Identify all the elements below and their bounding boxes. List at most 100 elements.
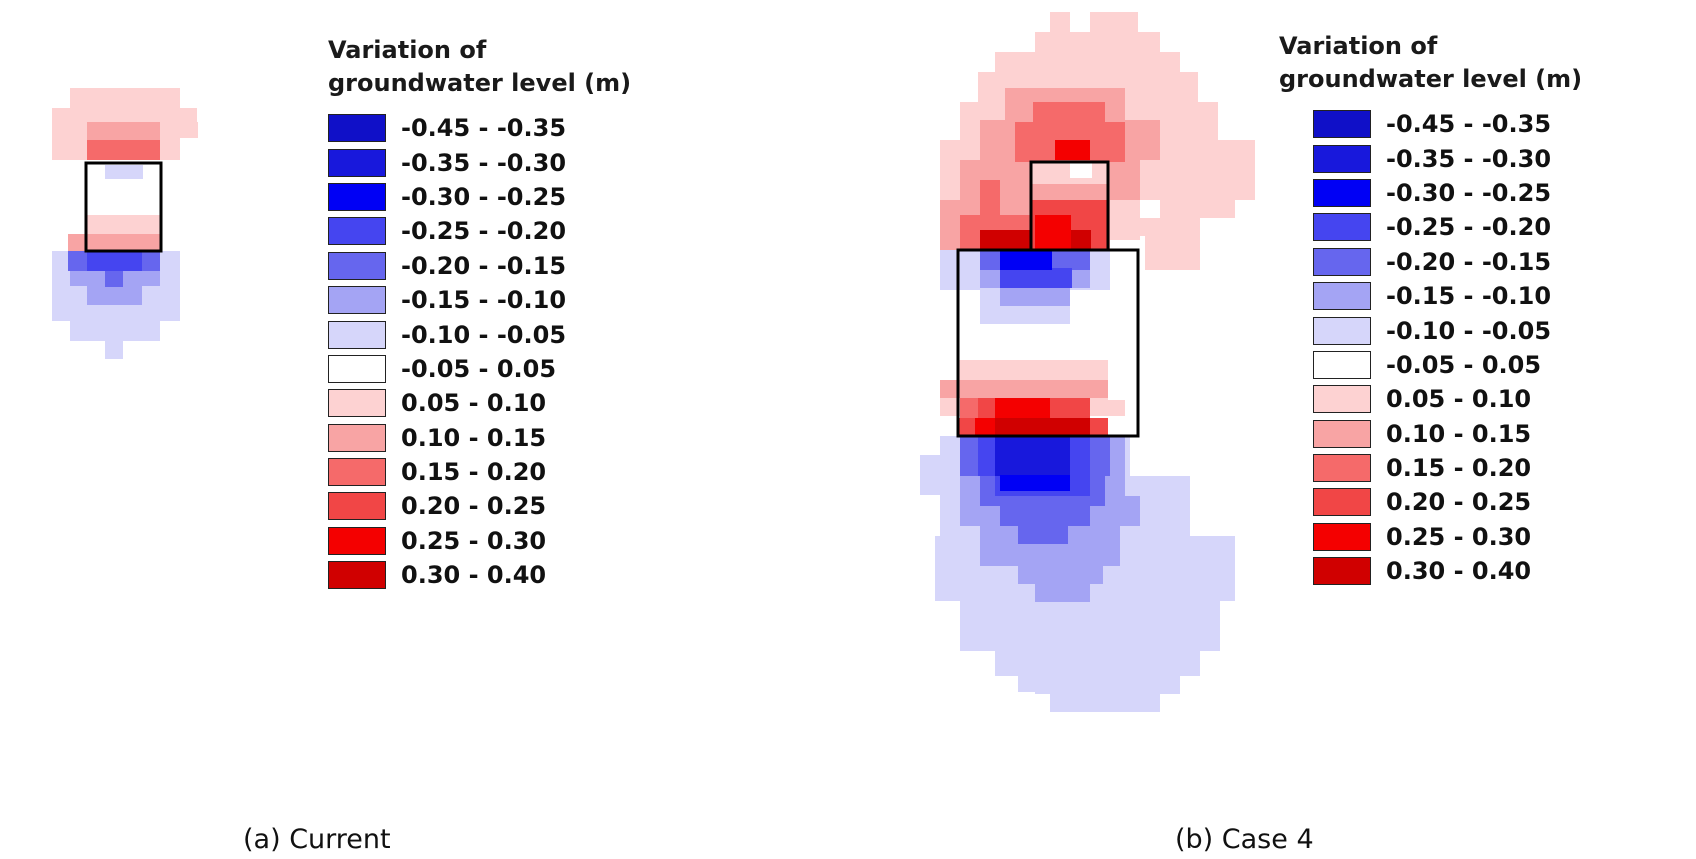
legend-label: -0.05 - 0.05 [401, 354, 557, 383]
legend-item: -0.35 - -0.30 [328, 145, 631, 179]
legend-item: 0.20 - 0.25 [1313, 485, 1582, 519]
level-cell [87, 215, 160, 234]
groundwater-map-current [52, 88, 198, 359]
legend-label: 0.25 - 0.30 [401, 526, 547, 555]
level-cell [180, 122, 198, 138]
legend-item: -0.45 - -0.35 [328, 111, 631, 145]
level-cell [87, 286, 142, 305]
legend-label: 0.10 - 0.15 [1386, 419, 1532, 448]
level-cell [1145, 236, 1200, 270]
legend-label: 0.10 - 0.15 [401, 423, 547, 452]
legend-item: 0.25 - 0.30 [328, 524, 631, 558]
legend-swatch [328, 354, 386, 383]
level-cell [1000, 250, 1052, 270]
legend-title-line1: Variation of [328, 36, 487, 64]
legend-item: 0.30 - 0.40 [328, 558, 631, 592]
legend-items: -0.45 - -0.35 -0.35 - -0.30 -0.30 - -0.25 -… [1313, 107, 1582, 588]
legend-label: 0.15 - 0.20 [1386, 454, 1532, 483]
level-cell [1090, 12, 1138, 32]
level-cell [995, 398, 1050, 418]
panel-current: Variation of groundwater level (m) -0.45… [52, 34, 631, 855]
legend-label: -0.05 - 0.05 [1386, 350, 1542, 379]
legend-item: 0.05 - 0.10 [1313, 382, 1582, 416]
groundwater-map-case-4 [920, 12, 1255, 712]
boundary-frame [84, 161, 163, 253]
level-cell [1035, 32, 1160, 52]
legend-item: -0.20 - -0.15 [328, 249, 631, 283]
level-cell [995, 651, 1200, 676]
level-cell [958, 360, 1108, 380]
legend-label: 0.05 - 0.10 [1386, 385, 1532, 414]
legend-label: -0.30 - -0.25 [401, 182, 567, 211]
level-cell [1018, 676, 1035, 692]
legend-item: -0.15 - -0.10 [328, 283, 631, 317]
level-cell [920, 455, 940, 495]
legend-item: 0.10 - 0.15 [328, 421, 631, 455]
legend-item: -0.15 - -0.10 [1313, 279, 1582, 313]
level-cell [1033, 102, 1105, 122]
level-cell [1110, 200, 1140, 240]
legend-item: -0.05 - 0.05 [328, 352, 631, 386]
legend-swatch [1313, 557, 1371, 586]
legend-swatch [1313, 522, 1371, 551]
level-cell [1000, 268, 1072, 288]
level-cell [52, 122, 87, 160]
legend-label: -0.30 - -0.25 [1386, 178, 1552, 207]
legend-swatch [1313, 247, 1371, 276]
legend-label: -0.25 - -0.20 [401, 217, 567, 246]
legend-title-line2: groundwater level (m) [328, 69, 632, 97]
level-cell [975, 418, 995, 436]
legend-item: -0.05 - 0.05 [1313, 348, 1582, 382]
legend-label: 0.05 - 0.10 [401, 389, 547, 418]
level-cell [995, 436, 1070, 476]
level-cell [1000, 288, 1070, 306]
legend-swatch [328, 458, 386, 487]
legend-label: -0.35 - -0.30 [1386, 144, 1552, 173]
legend-swatch [1313, 385, 1371, 414]
legend-item: -0.35 - -0.30 [1313, 141, 1582, 175]
legend-label: -0.45 - -0.35 [1386, 110, 1552, 139]
legend-label: -0.25 - -0.20 [1386, 213, 1552, 242]
legend-label: -0.10 - -0.05 [401, 320, 567, 349]
level-cell [1050, 694, 1160, 712]
legend-swatch [1313, 110, 1371, 139]
legend-item: 0.15 - 0.20 [328, 455, 631, 489]
legend-title: Variation of groundwater level (m) [328, 34, 631, 100]
legend-label: -0.20 - -0.15 [401, 251, 567, 280]
legend-swatch [1313, 488, 1371, 517]
legend-swatch [328, 561, 386, 590]
legend-item: -0.30 - -0.25 [328, 180, 631, 214]
legend-item: -0.45 - -0.35 [1313, 107, 1582, 141]
legend-item: 0.05 - 0.10 [328, 386, 631, 420]
legend-title-line1: Variation of [1279, 32, 1438, 60]
legend-item: 0.10 - 0.15 [1313, 417, 1582, 451]
legend-swatch [328, 182, 386, 211]
legend-label: 0.15 - 0.20 [401, 458, 547, 487]
legend-swatch [328, 148, 386, 177]
level-cell [70, 88, 180, 108]
legend-swatch [328, 114, 386, 143]
legend-swatch [1313, 350, 1371, 379]
legend-label: -0.15 - -0.10 [1386, 282, 1552, 311]
level-cell [1018, 566, 1103, 584]
level-cell [1018, 526, 1068, 544]
legend-swatch [328, 389, 386, 418]
level-cell [995, 418, 1090, 436]
legend-title: Variation of groundwater level (m) [1279, 30, 1582, 96]
legend-label: 0.30 - 0.40 [1386, 557, 1532, 586]
level-cell [1050, 12, 1070, 32]
level-cell [1035, 584, 1090, 602]
level-cell [87, 140, 160, 160]
legend-item: 0.30 - 0.40 [1313, 554, 1582, 588]
legend-item: -0.10 - -0.05 [328, 317, 631, 351]
legend-current: Variation of groundwater level (m) -0.45… [328, 34, 631, 592]
legend-swatch [328, 320, 386, 349]
level-cell [160, 122, 180, 160]
level-cell [1032, 184, 1107, 200]
level-cell [1070, 162, 1092, 178]
level-cell [1160, 200, 1235, 218]
level-cell [68, 234, 160, 251]
level-cell [1035, 215, 1071, 250]
legend-swatch [328, 217, 386, 246]
legend-label: -0.15 - -0.10 [401, 286, 567, 315]
